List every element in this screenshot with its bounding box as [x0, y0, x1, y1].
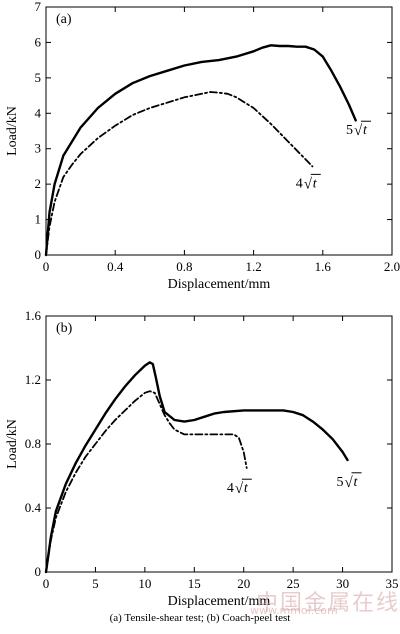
curve-label-0-coef: 5	[337, 475, 344, 490]
panel-label: (b)	[56, 321, 73, 336]
y-tick-label: 0.4	[25, 500, 42, 515]
y-tick-label: 3	[35, 141, 42, 156]
x-tick-label: 20	[237, 576, 250, 591]
series-line-solid	[44, 361, 349, 574]
x-tick-label: 5	[92, 576, 99, 591]
series-line-dashdot	[45, 91, 314, 256]
curve-label-1-var: t	[313, 176, 318, 191]
series-line-solid	[44, 44, 357, 257]
curve-label-1-radical: √	[235, 481, 244, 497]
panel-b-chart: 0 5 10 15 20 25 30 35 0 0.4 0.8 1.2 1.6 Displacement/…	[5, 308, 399, 609]
curve-label-1: 4 √ t	[227, 478, 252, 497]
curve-label-0: 5 √ t	[346, 120, 371, 139]
x-tick-label: 35	[386, 576, 399, 591]
y-tick-label: 0	[35, 564, 42, 579]
x-tick-label: 1.2	[245, 259, 261, 274]
y-tick-label: 0.8	[25, 436, 41, 451]
curve-label-1: 4 √ t	[296, 173, 321, 192]
x-tick-label: 0	[43, 576, 50, 591]
curve-label-1-coef: 4	[296, 176, 303, 191]
plot-frame	[45, 6, 393, 256]
curve-label-0-coef: 5	[346, 123, 353, 138]
y-tick-label: 0	[35, 247, 42, 262]
y-tick-label: 2	[35, 176, 42, 191]
y-axis-label: Load/kN	[5, 419, 20, 469]
x-tick-label: 1.6	[315, 259, 332, 274]
panel-a-chart: 0 0.4 0.8 1.2 1.6 2.0 0 1 2 3 4 5 6 7 Displacement/mm L…	[5, 0, 400, 292]
x-axis-label: Displacement/mm	[168, 594, 271, 609]
curve-label-0-var: t	[363, 123, 368, 138]
plot-frame	[45, 315, 393, 573]
y-tick-label: 5	[35, 70, 42, 85]
curve-label-1-coef: 4	[227, 481, 234, 496]
curve-label-0-var: t	[354, 475, 359, 490]
y-tick-label: 4	[35, 105, 42, 120]
watermark-domain: www.mmol.com	[250, 604, 338, 617]
watermark-text: 中国金属在线	[256, 591, 400, 616]
x-tick-label: 0.4	[107, 259, 124, 274]
y-tick-label: 1	[35, 212, 42, 227]
y-axis-label: Load/kN	[5, 106, 20, 156]
y-tick-label: 6	[35, 34, 42, 49]
x-tick-label: 15	[188, 576, 201, 591]
x-tick-label: 2.0	[384, 259, 400, 274]
figure-caption: (a) Tensile-shear test; (b) Coach-peel t…	[109, 612, 291, 624]
series-line-dashdot	[45, 390, 248, 573]
x-tick-label: 0	[43, 259, 50, 274]
x-tick-label: 30	[336, 576, 349, 591]
x-tick-label: 10	[138, 576, 151, 591]
curve-label-0-radical: √	[354, 123, 363, 139]
curve-label-1-radical: √	[304, 176, 313, 192]
curve-label-0: 5 √ t	[337, 472, 362, 491]
x-tick-label: 25	[287, 576, 300, 591]
curve-label-0-radical: √	[345, 475, 354, 491]
curve-label-1-var: t	[244, 481, 249, 496]
x-tick-label: 0.8	[176, 259, 192, 274]
y-tick-label: 1.6	[25, 308, 42, 323]
x-axis-label: Displacement/mm	[168, 277, 271, 292]
y-tick-label: 1.2	[25, 372, 41, 387]
panel-label: (a)	[56, 12, 72, 27]
y-tick-label: 7	[35, 0, 42, 14]
